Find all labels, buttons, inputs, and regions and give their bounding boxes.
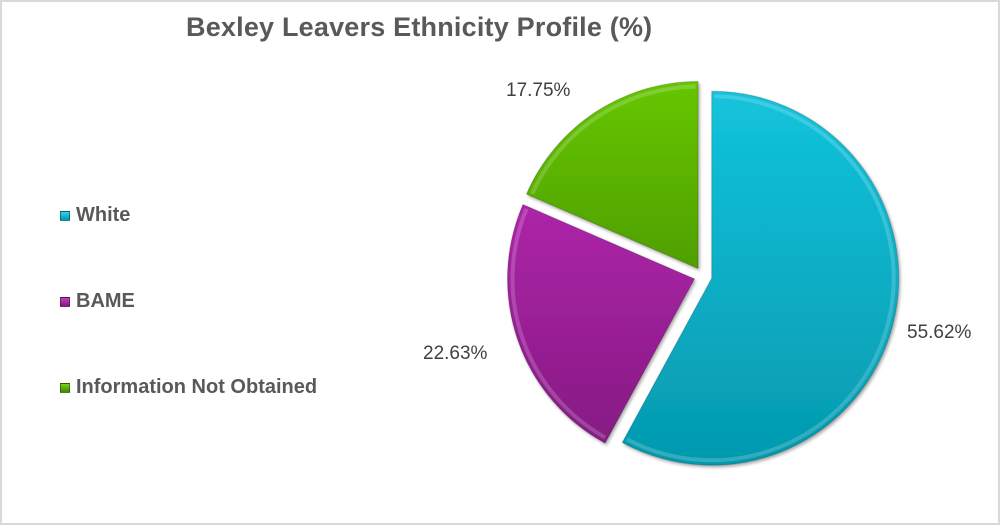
chart-title: Bexley Leavers Ethnicity Profile (%) bbox=[186, 12, 653, 42]
data-label-bame: 22.63% bbox=[423, 343, 488, 364]
legend-item-bame[interactable]: BAME bbox=[60, 290, 135, 313]
pie-slice-bame[interactable] bbox=[506, 203, 696, 444]
pie-slice-bame-bevel bbox=[510, 208, 607, 440]
legend-label: White bbox=[76, 204, 131, 226]
pie-slice-white-bevel bbox=[625, 94, 896, 463]
legend-label: BAME bbox=[76, 290, 135, 312]
legend-swatch-bame-icon bbox=[60, 296, 70, 307]
data-label-white: 55.62% bbox=[907, 322, 972, 343]
pie-slice-info-not-obtained[interactable] bbox=[525, 80, 699, 270]
legend-swatch-info-not-obtained-icon bbox=[60, 382, 70, 393]
data-label-info-not-obtained: 17.75% bbox=[506, 80, 571, 101]
legend-swatch-white-icon bbox=[60, 210, 70, 221]
legend-item-white[interactable]: White bbox=[60, 204, 130, 227]
pie-slice-info-not-obtained-bevel bbox=[530, 84, 696, 195]
legend-item-info-not-obtained[interactable]: Information Not Obtained bbox=[60, 376, 317, 399]
legend-label: Information Not Obtained bbox=[76, 376, 318, 398]
pie-slice-white[interactable] bbox=[621, 90, 900, 466]
